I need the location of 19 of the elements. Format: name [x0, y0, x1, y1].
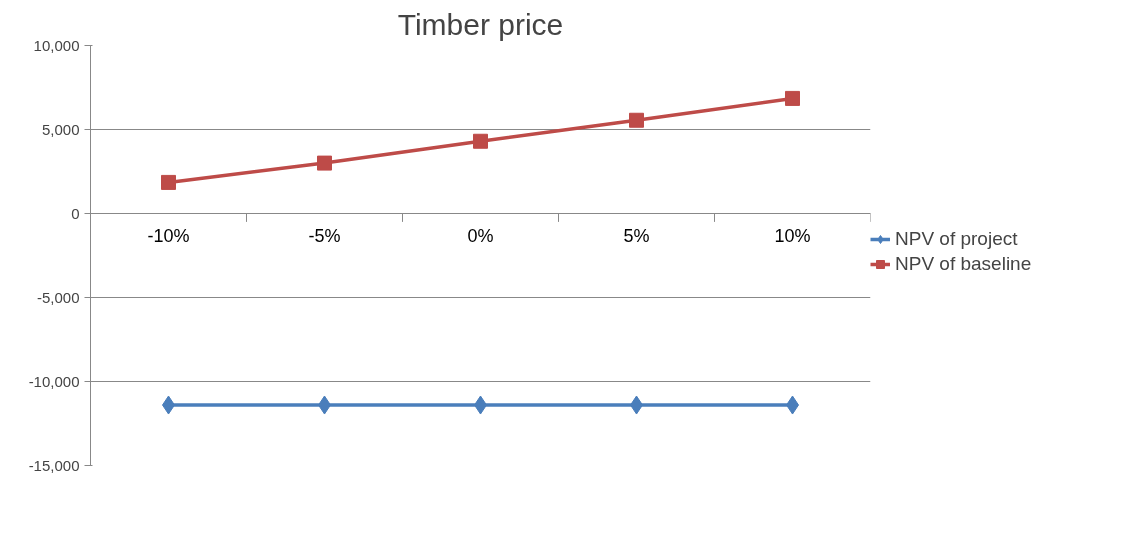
y-tick-label: 5,000: [41, 120, 80, 138]
point: [785, 90, 800, 106]
y-tick-label: 0: [71, 204, 80, 222]
point: [161, 174, 176, 190]
point: [317, 155, 332, 171]
legend-label: NPV of project: [895, 228, 1018, 250]
x-tick-label: 10%: [774, 225, 811, 246]
point: [473, 133, 488, 149]
x-tick-label: 5%: [623, 225, 650, 246]
x-tick-label: -5%: [308, 225, 341, 246]
y-tick-label: -5,000: [36, 288, 80, 306]
x-tick-label: -10%: [147, 225, 190, 246]
chart-title: Timber price: [397, 7, 564, 41]
legend-label: NPV of baseline: [895, 253, 1032, 275]
point: [629, 112, 644, 128]
y-tick-label: 10,000: [33, 36, 80, 54]
y-tick-label: -10,000: [28, 372, 80, 390]
x-tick-label: 0%: [467, 225, 494, 246]
y-tick-label: -15,000: [28, 456, 80, 474]
